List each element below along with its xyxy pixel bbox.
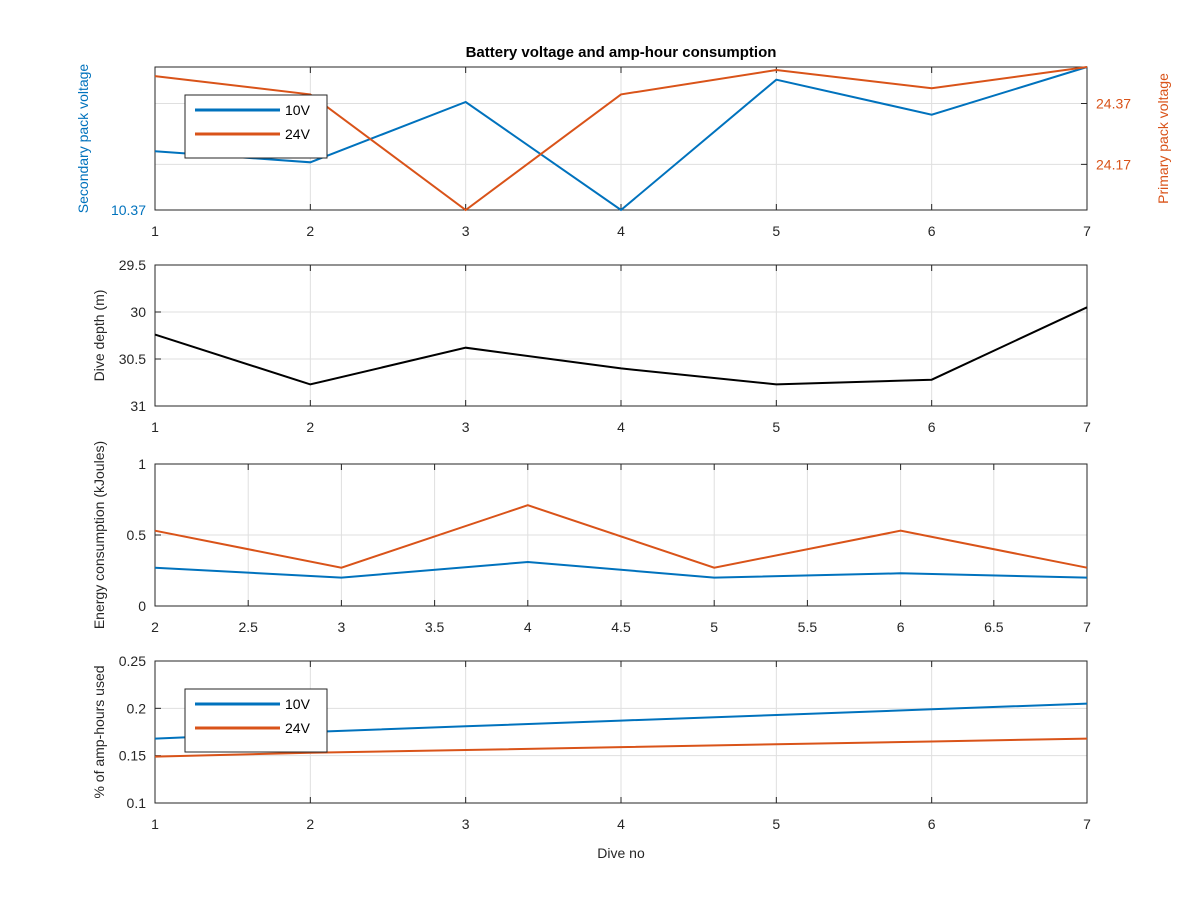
chart-panel-1: 1 2 3 4 5 6 7 10.37 24.17 24.37 Battery voltage an… xyxy=(75,44,1171,239)
x-tick-label: 5 xyxy=(710,619,718,635)
x-tick-label: 4 xyxy=(524,619,532,635)
x-tick-label: 6 xyxy=(897,619,905,635)
y-tick-label: 0.1 xyxy=(127,795,147,811)
y-tick-label: 31 xyxy=(130,398,146,414)
y-tick-label: 29.5 xyxy=(119,257,146,273)
x-tick-label: 4 xyxy=(617,816,625,832)
x-tick-label: 4 xyxy=(617,419,625,435)
x-tick-label: 1 xyxy=(151,816,159,832)
legend-box xyxy=(184,688,328,753)
x-tick-label: 3 xyxy=(462,223,470,239)
y-tick-label: 30 xyxy=(130,304,146,320)
legend-label: 10V xyxy=(285,102,311,118)
chart-panel-2: 1 2 3 4 5 6 7 29.5 30 30.5 31 Dive depth (m) xyxy=(91,257,1091,435)
x-tick-label: 2 xyxy=(306,419,314,435)
y-tick-label: 1 xyxy=(138,456,146,472)
y-axis-label: Secondary pack voltage xyxy=(75,64,91,214)
y-axis-label-right: Primary pack voltage xyxy=(1155,73,1171,204)
y-tick-label: 0.25 xyxy=(119,653,146,669)
y-tick-label: 0.5 xyxy=(127,527,147,543)
x-axis-label: Dive no xyxy=(597,845,645,861)
x-tick-label: 3.5 xyxy=(425,619,445,635)
y-tick-label: 0.2 xyxy=(127,700,147,716)
x-tick-label: 1 xyxy=(151,223,159,239)
chart-title: Battery voltage and amp-hour consumption xyxy=(466,44,777,61)
x-tick-label: 2.5 xyxy=(238,619,258,635)
chart-panel-3: 2 2.5 3 3.5 4 4.5 5 5.5 6 6.5 7 0 0.5 1 Energy consump… xyxy=(91,441,1091,635)
y-axis-label: Dive depth (m) xyxy=(91,290,107,382)
chart-panel-4: 1 2 3 4 5 6 7 0.1 0.15 0.2 0.25 % of amp-hours used… xyxy=(91,653,1091,861)
x-tick-label: 7 xyxy=(1083,419,1091,435)
legend: 10V 24V xyxy=(184,94,328,159)
y-tick-label: 30.5 xyxy=(119,351,146,367)
x-tick-label: 3 xyxy=(462,816,470,832)
x-tick-label: 2 xyxy=(306,816,314,832)
x-tick-label: 3 xyxy=(462,419,470,435)
y-tick-label: 0 xyxy=(138,598,146,614)
x-tick-label: 6.5 xyxy=(984,619,1004,635)
x-tick-label: 7 xyxy=(1083,816,1091,832)
legend-label: 24V xyxy=(285,126,311,142)
x-tick-label: 5 xyxy=(772,816,780,832)
x-tick-label: 7 xyxy=(1083,619,1091,635)
y-tick-label-left: 10.37 xyxy=(111,202,146,218)
y-axis-label: Energy consumption (kJoules) xyxy=(91,441,107,629)
x-tick-label: 4 xyxy=(617,223,625,239)
legend-label: 24V xyxy=(285,720,311,736)
legend-box xyxy=(184,94,328,159)
y-tick-label-right: 24.17 xyxy=(1096,156,1131,172)
x-tick-label: 5.5 xyxy=(798,619,818,635)
y-tick-label: 0.15 xyxy=(119,748,146,764)
legend: 10V 24V xyxy=(184,688,328,753)
x-tick-label: 3 xyxy=(338,619,346,635)
series-line-series-1 xyxy=(154,560,1088,579)
legend-label: 10V xyxy=(285,696,311,712)
x-tick-label: 5 xyxy=(772,223,780,239)
x-tick-label: 4.5 xyxy=(611,619,631,635)
y-tick-label-right: 24.37 xyxy=(1096,96,1131,112)
series-line-series-2 xyxy=(154,504,1088,569)
x-tick-label: 6 xyxy=(928,419,936,435)
x-tick-label: 5 xyxy=(772,419,780,435)
y-axis-label: % of amp-hours used xyxy=(91,665,107,798)
x-tick-label: 2 xyxy=(306,223,314,239)
x-tick-label: 2 xyxy=(151,619,159,635)
x-tick-label: 7 xyxy=(1083,223,1091,239)
x-tick-label: 1 xyxy=(151,419,159,435)
x-tick-label: 6 xyxy=(928,223,936,239)
x-tick-label: 6 xyxy=(928,816,936,832)
